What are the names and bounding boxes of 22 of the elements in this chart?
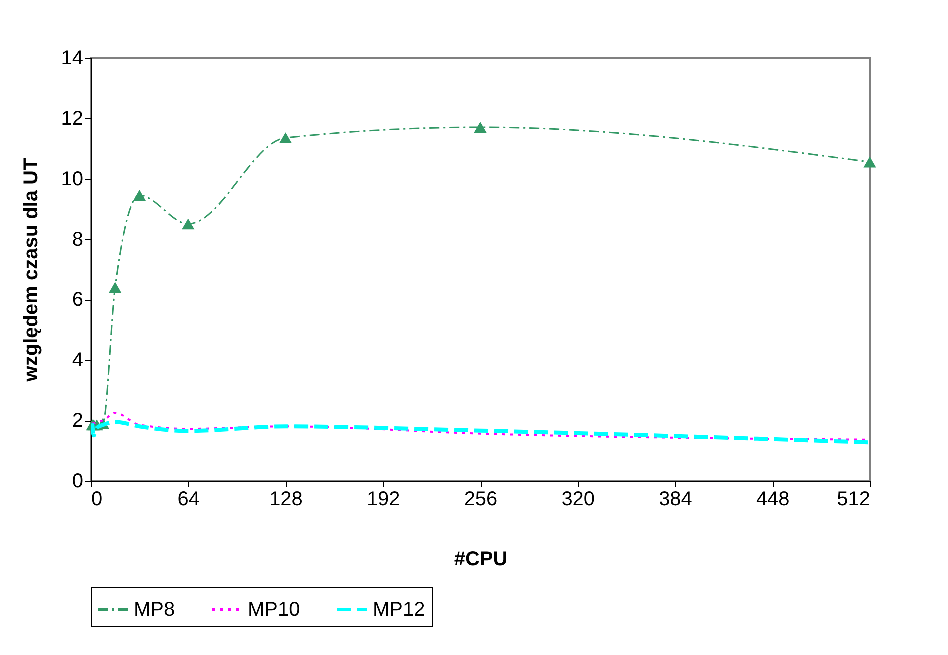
y-tick-label: 8 bbox=[72, 228, 84, 251]
x-tick-label: 320 bbox=[562, 488, 596, 510]
y-tick-label: 12 bbox=[61, 108, 84, 130]
y-tick-label: 10 bbox=[61, 168, 84, 190]
legend-label: MP12 bbox=[373, 598, 426, 621]
y-tick-label: 2 bbox=[72, 410, 84, 432]
x-tick-label: 128 bbox=[270, 488, 303, 510]
y-tick-label: 0 bbox=[72, 470, 84, 492]
y-tick-label: 4 bbox=[72, 350, 84, 372]
legend-label: MP10 bbox=[248, 598, 300, 621]
x-tick-label: 256 bbox=[464, 488, 498, 510]
y-tick-label: 14 bbox=[61, 48, 84, 70]
y-tick-label: 6 bbox=[72, 289, 84, 312]
y-axis-title: względem czasu dla UT bbox=[20, 158, 42, 383]
x-tick-label: 512 bbox=[837, 488, 870, 510]
x-tick-label: 448 bbox=[756, 488, 790, 510]
x-tick-label: 192 bbox=[366, 488, 400, 510]
x-tick-label: 384 bbox=[659, 488, 692, 510]
x-tick-label: 0 bbox=[92, 488, 103, 510]
x-axis-title: #CPU bbox=[454, 548, 508, 570]
legend-label: MP8 bbox=[134, 598, 176, 621]
x-tick-label: 64 bbox=[178, 488, 200, 510]
